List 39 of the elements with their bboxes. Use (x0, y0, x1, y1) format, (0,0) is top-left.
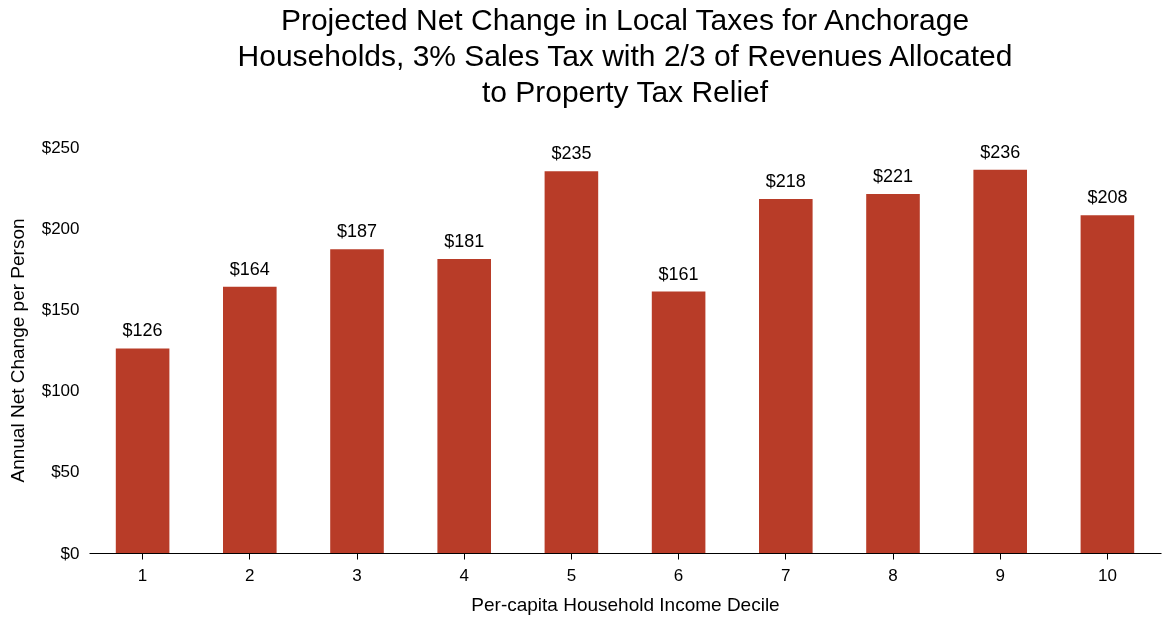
y-tick-label: $0 (60, 543, 80, 563)
data-label: $235 (551, 143, 592, 164)
data-label: $187 (336, 221, 378, 242)
x-axis-title: Per-capita Household Income Decile (471, 593, 780, 615)
bar (544, 171, 599, 553)
bar (1080, 215, 1135, 553)
x-tick-label: 10 (1097, 565, 1117, 585)
x-tick-label: 6 (673, 565, 684, 585)
bar (651, 291, 706, 553)
y-tick-label: $150 (41, 299, 80, 319)
data-label: $161 (658, 263, 699, 284)
y-tick-label: $200 (41, 218, 80, 238)
bar (759, 198, 813, 553)
bar (437, 259, 491, 553)
data-label: $181 (444, 231, 485, 252)
x-tick-label: 1 (137, 565, 148, 585)
x-tick-label: 4 (459, 565, 469, 585)
data-label: $218 (765, 170, 806, 191)
x-tick-label: 5 (566, 565, 577, 585)
y-axis-title: Annual Net Change per Person (6, 218, 28, 483)
x-tick-label: 3 (352, 565, 362, 585)
data-label: $236 (980, 141, 1021, 162)
x-tick-label: 8 (888, 565, 898, 585)
y-tick-label: $100 (41, 381, 80, 401)
data-label: $208 (1087, 187, 1128, 208)
x-tick-label: 9 (995, 565, 1005, 585)
data-label: $126 (122, 320, 163, 341)
y-tick-label: $250 (41, 137, 80, 157)
chart-title: Projected Net Change in Local Taxes for Anchorage Households, 3% Sales Tax with 2/3 of Revenues Allocated to Property Tax Relief (237, 3, 1013, 108)
bar (115, 348, 170, 553)
data-label: $221 (872, 166, 914, 187)
bar (866, 194, 920, 553)
y-tick-label: $50 (51, 462, 80, 482)
x-tick-label: 2 (245, 565, 255, 585)
bar (330, 249, 384, 553)
bar (223, 286, 277, 553)
data-label: $164 (229, 258, 270, 279)
x-tick-label: 7 (781, 565, 791, 585)
bar (973, 169, 1027, 553)
